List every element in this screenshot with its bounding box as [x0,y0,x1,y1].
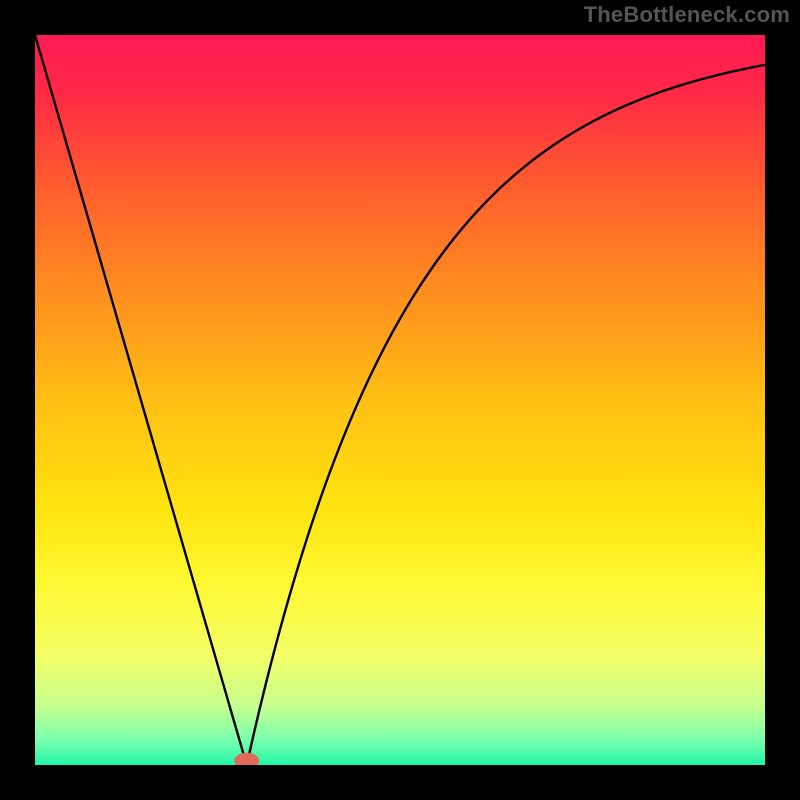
plot-area [35,35,765,765]
gradient-plot-svg [35,35,765,765]
watermark-text: TheBottleneck.com [584,2,790,28]
gradient-background [35,35,765,765]
chart-frame: TheBottleneck.com [0,0,800,800]
